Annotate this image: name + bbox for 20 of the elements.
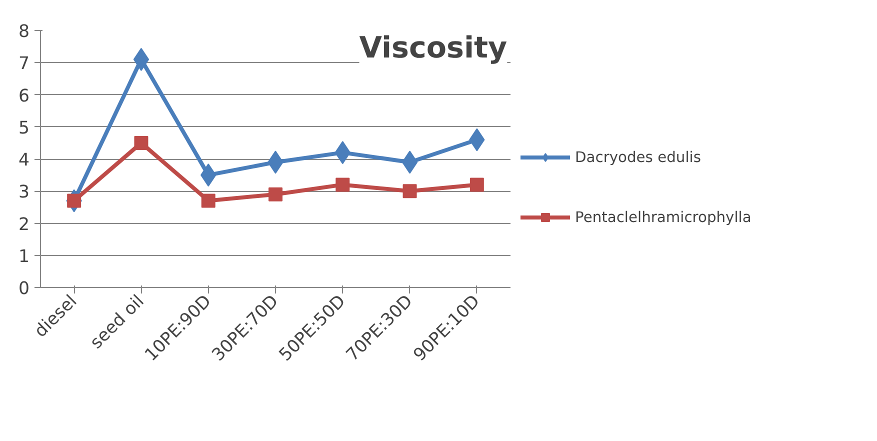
y-tick-label: 3: [18, 182, 30, 203]
y-tick-label: 7: [18, 54, 30, 74]
point: [134, 136, 148, 150]
y-tick-label: 5: [18, 118, 30, 138]
point: [268, 187, 282, 202]
y-tick-label: 0: [18, 279, 30, 299]
y-tick-label: 2: [18, 214, 30, 235]
y-tick-label: 4: [18, 150, 30, 170]
point: [201, 194, 216, 208]
y-tick-label: 6: [18, 86, 30, 106]
point: [402, 184, 417, 198]
legend-label: Dacryodes edulis: [575, 148, 701, 166]
legend-label: Pentaclelhramicrophylla: [575, 208, 752, 226]
point: [402, 150, 418, 174]
point: [470, 178, 484, 192]
y-tick-label: 1: [18, 246, 30, 267]
point: [336, 178, 350, 192]
chart-title: Viscosity: [359, 30, 508, 64]
y-tick-label: 8: [18, 22, 30, 42]
point: [133, 48, 150, 71]
